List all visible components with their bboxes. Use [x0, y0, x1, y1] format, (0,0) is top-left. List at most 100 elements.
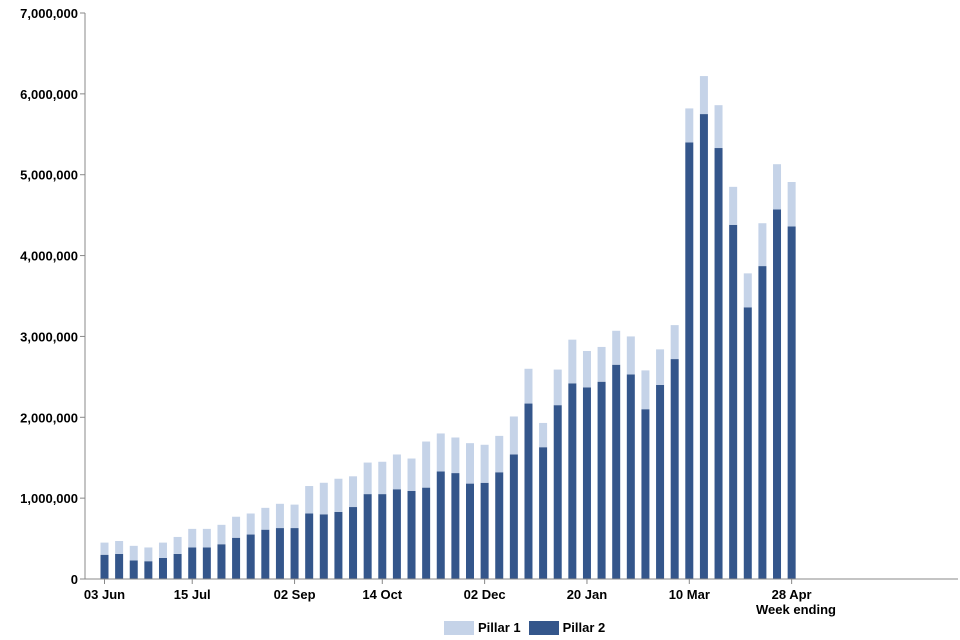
bar-pillar-2 — [451, 473, 460, 579]
bar-pillar-1 — [246, 513, 255, 535]
bar-pillar-1 — [758, 223, 767, 267]
bar-pillar-1 — [582, 350, 591, 388]
bar-pillar-1 — [349, 476, 358, 508]
bar-pillar-2 — [422, 487, 431, 579]
bar-pillar-2 — [699, 114, 708, 580]
bar-pillar-1 — [319, 482, 328, 515]
y-ticks-group: 0 1,000,000 2,000,000 3,000,000 4,000,000 5,0… — [20, 6, 85, 587]
bar-pillar-2 — [202, 547, 211, 579]
bar-pillar-1 — [115, 540, 124, 554]
bar-pillar-1 — [568, 339, 577, 384]
bar-pillar-1 — [670, 325, 679, 360]
x-tick-label: 02 Sep — [274, 587, 316, 602]
bar-pillar-2 — [670, 359, 679, 579]
x-tick-label: 10 Mar — [669, 587, 710, 602]
bar-pillar-1 — [729, 186, 738, 225]
bar-pillar-2 — [597, 381, 606, 579]
bar-pillar-2 — [539, 447, 548, 579]
bar-pillar-1 — [363, 462, 372, 495]
y-tick-label: 1,000,000 — [20, 491, 78, 506]
bar-pillar-1 — [129, 545, 138, 561]
bar-pillar-1 — [597, 346, 606, 382]
legend: Pillar 1 Pillar 2 — [444, 620, 613, 635]
legend-label-pillar-2: Pillar 2 — [562, 620, 606, 635]
bar-pillar-2 — [217, 544, 226, 579]
bar-pillar-2 — [275, 528, 284, 579]
bar-pillar-2 — [100, 554, 109, 579]
bar-pillar-2 — [319, 514, 328, 579]
bar-pillar-2 — [787, 226, 796, 579]
bar-pillar-2 — [743, 307, 752, 579]
x-tick-label: 20 Jan — [567, 587, 608, 602]
y-tick-label: 2,000,000 — [20, 410, 78, 425]
x-ticks-group: 03 Jun 15 Jul 02 Sep 14 Oct 02 Dec 20 Jan 10 M… — [84, 579, 812, 602]
bar-pillar-2 — [612, 364, 621, 579]
bar-pillar-2 — [758, 266, 767, 579]
bar-pillar-1 — [553, 369, 562, 406]
x-tick-label: 02 Dec — [464, 587, 506, 602]
bar-pillar-2 — [115, 553, 124, 579]
bar-pillar-2 — [392, 489, 401, 579]
bar-pillar-2 — [495, 472, 504, 579]
axes-group — [84, 13, 958, 580]
bar-pillar-2 — [626, 374, 635, 579]
bar-pillar-1 — [714, 105, 723, 149]
bar-pillar-1 — [217, 524, 226, 545]
bar-pillar-2 — [158, 557, 167, 579]
y-tick-label: 0 — [71, 572, 78, 587]
legend-swatch-pillar-1 — [444, 620, 474, 635]
bar-pillar-1 — [495, 435, 504, 473]
legend-label-pillar-1: Pillar 1 — [478, 620, 521, 635]
bar-pillar-1 — [626, 336, 635, 375]
bar-pillar-1 — [158, 542, 167, 558]
y-tick-label: 6,000,000 — [20, 87, 78, 102]
bar-pillar-2 — [290, 528, 299, 579]
bar-pillar-2 — [144, 561, 153, 579]
bar-pillar-1 — [422, 441, 431, 488]
bar-pillar-2 — [466, 483, 474, 579]
y-tick-label: 3,000,000 — [20, 329, 78, 344]
bar-pillar-1 — [100, 542, 109, 555]
bar-pillar-1 — [773, 164, 782, 210]
y-tick-label: 7,000,000 — [20, 6, 78, 21]
bar-pillar-1 — [202, 528, 211, 548]
bar-pillar-1 — [305, 486, 314, 514]
bar-pillar-2 — [524, 403, 533, 579]
bar-pillar-1 — [539, 422, 548, 448]
legend-item-pillar-1: Pillar 1 — [444, 620, 521, 635]
bar-pillar-2 — [436, 471, 445, 579]
bar-pillar-2 — [407, 490, 416, 579]
bar-pillar-1 — [466, 443, 474, 484]
bar-pillar-1 — [407, 458, 416, 491]
bar-pillar-1 — [261, 507, 270, 530]
bar-pillar-2 — [480, 482, 489, 579]
bar-pillar-2 — [773, 209, 782, 580]
bar-pillar-1 — [290, 504, 299, 529]
bar-pillar-1 — [378, 461, 387, 495]
bar-pillar-2 — [509, 454, 518, 579]
bar-pillar-1 — [743, 273, 752, 308]
bar-pillar-1 — [173, 536, 182, 554]
y-tick-label: 5,000,000 — [20, 168, 78, 183]
bar-pillar-2 — [305, 513, 314, 579]
bar-pillar-1 — [612, 330, 621, 365]
x-tick-label: 28 Apr — [772, 587, 812, 602]
bar-pillar-1 — [685, 108, 694, 143]
bar-pillar-1 — [509, 416, 518, 455]
bar-pillar-2 — [232, 537, 241, 579]
bar-pillar-2 — [714, 148, 723, 579]
bar-pillar-2 — [641, 409, 650, 579]
bar-pillar-1 — [451, 437, 460, 474]
y-tick-label: 4,000,000 — [20, 249, 78, 264]
bars-group — [100, 76, 796, 580]
legend-item-pillar-2: Pillar 2 — [528, 620, 606, 635]
bar-pillar-1 — [699, 76, 708, 115]
x-tick-label: 03 Jun — [84, 587, 125, 602]
bar-pillar-2 — [334, 511, 343, 579]
bar-pillar-1 — [275, 503, 284, 529]
bar-pillar-1 — [436, 433, 445, 472]
bar-pillar-2 — [568, 383, 577, 579]
bar-pillar-1 — [392, 454, 401, 490]
bar-pillar-2 — [363, 494, 372, 579]
